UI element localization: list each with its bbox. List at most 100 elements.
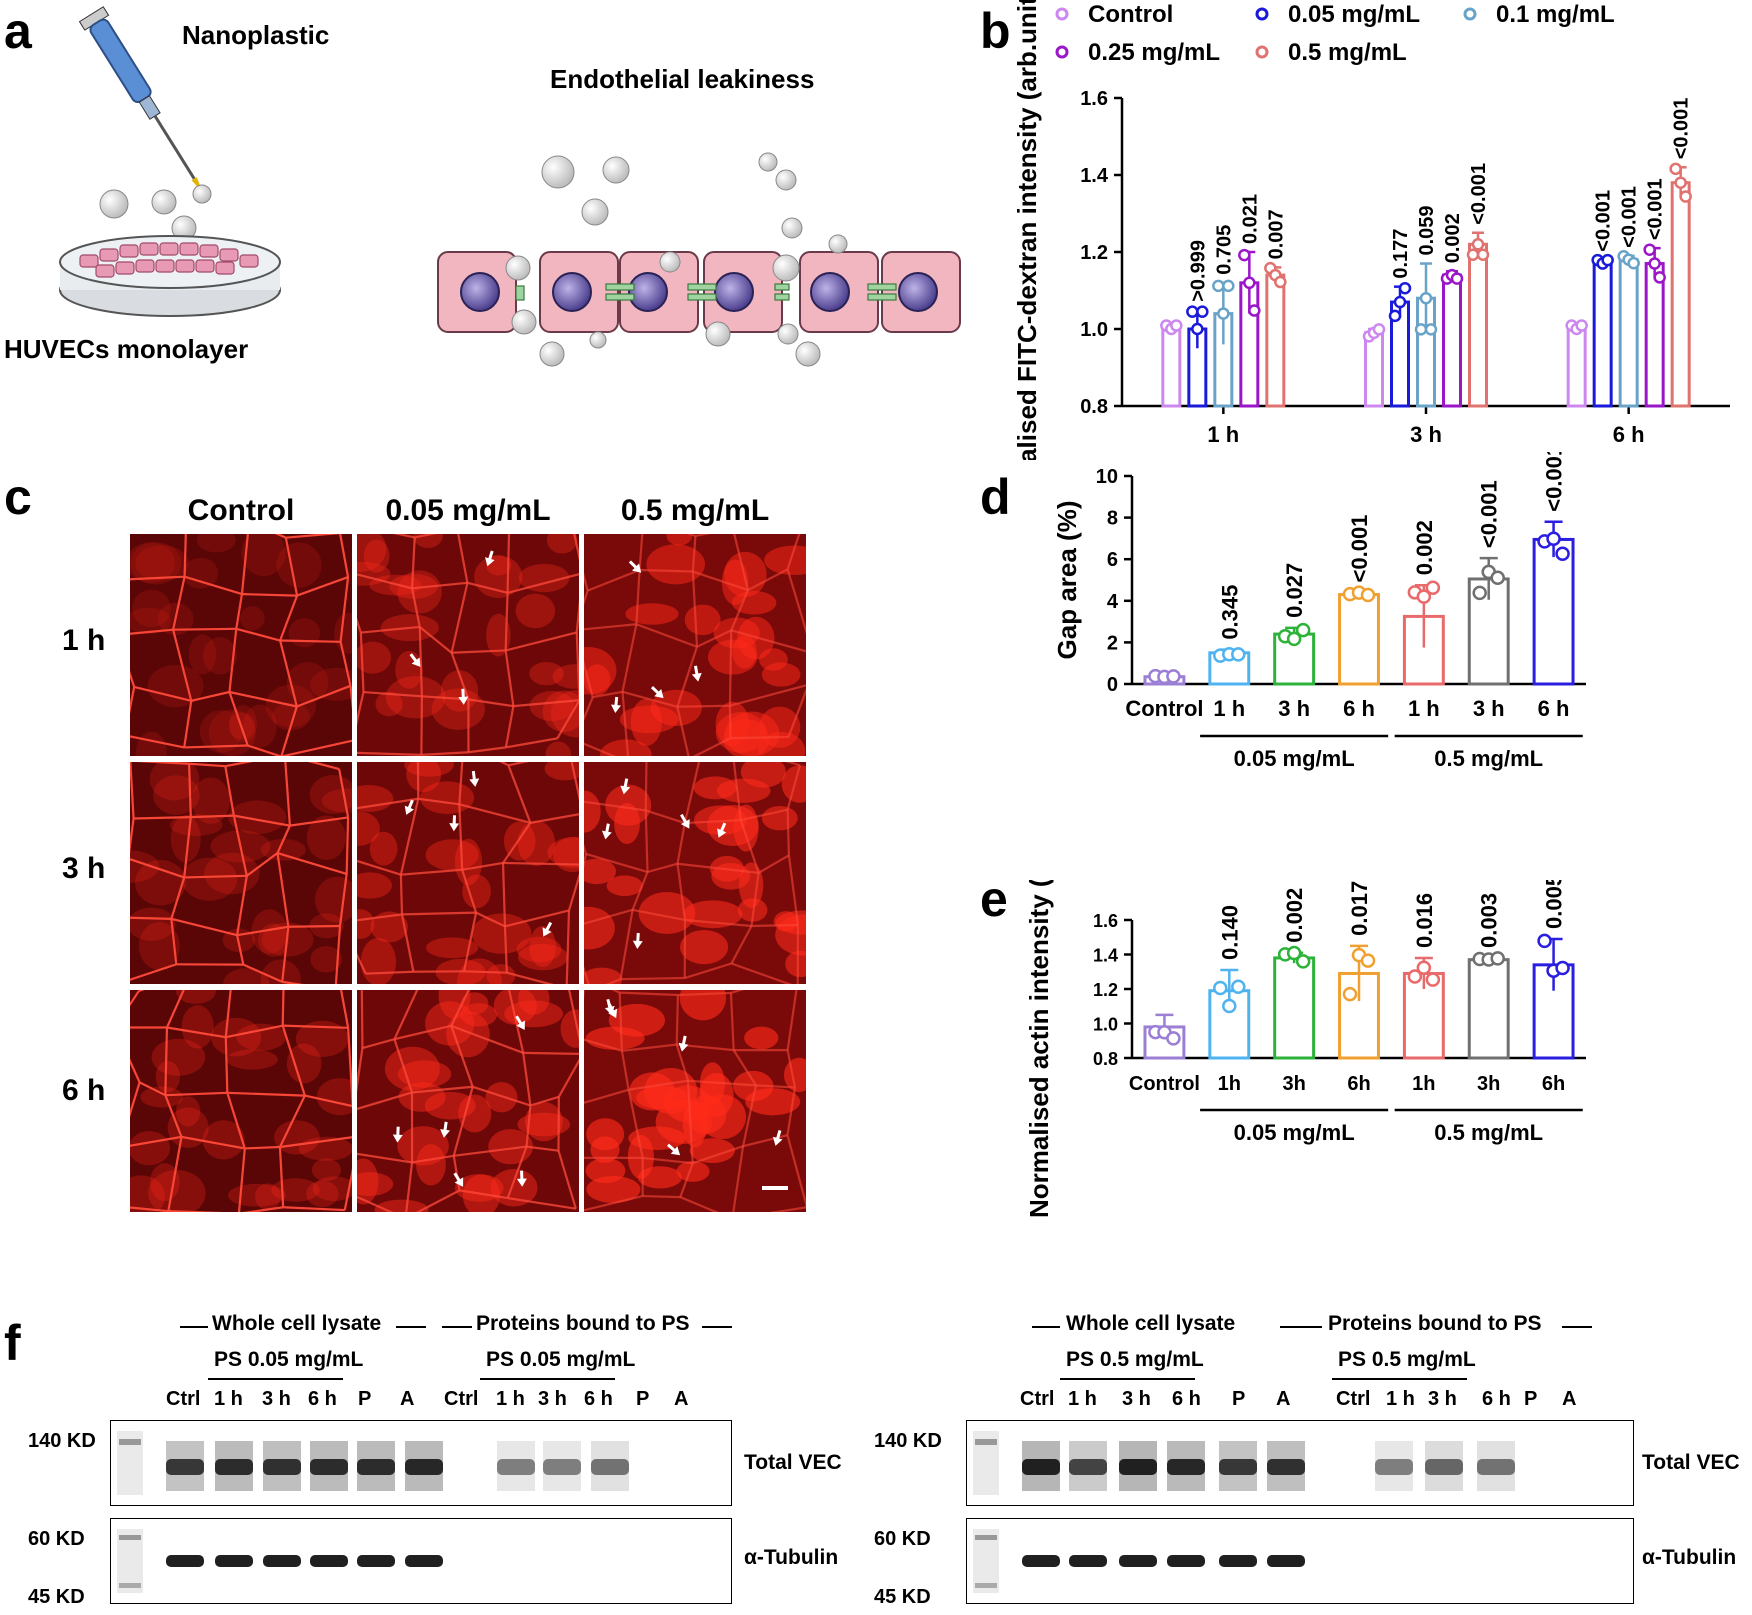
legend-entry: 0.5 mg/mL <box>1288 39 1407 66</box>
leaking-nanoparticles <box>505 152 848 367</box>
ladder-band <box>975 1583 997 1588</box>
panel-label-d: d <box>980 469 1011 525</box>
bound-proteins-label: Proteins bound to PS <box>476 1312 690 1335</box>
arrow-icon <box>485 550 495 567</box>
arrow-head <box>516 1178 527 1187</box>
x-tick-label: 3 h <box>1410 422 1442 447</box>
arrow-icon <box>678 1035 689 1052</box>
arrow-icon <box>601 823 612 840</box>
marker-140: 140 KD <box>28 1430 96 1452</box>
band <box>405 1459 443 1475</box>
lane-label: 3 h <box>538 1388 567 1410</box>
arrow-icon <box>680 813 690 829</box>
pipette-dish-illustration <box>59 6 281 317</box>
micrograph-r0-c0 <box>130 534 352 756</box>
arrow-icon <box>717 822 727 838</box>
micrograph-r2-c1 <box>357 990 579 1212</box>
marker-140: 140 KD <box>874 1430 942 1452</box>
band <box>1022 1555 1060 1567</box>
ladder-band <box>119 1439 141 1445</box>
bar <box>1618 258 1639 408</box>
x-tick-label: 6 h <box>1538 696 1570 721</box>
bar <box>1364 331 1384 408</box>
panel-label-b: b <box>980 3 1011 59</box>
p-value-label: 0.005 <box>1542 880 1567 929</box>
micro-col-0: Control <box>187 494 295 527</box>
bar <box>1644 262 1665 408</box>
p-value-label: 0.016 <box>1412 893 1437 948</box>
arrow-head <box>449 823 460 832</box>
ladder-band <box>975 1439 997 1445</box>
data-point <box>1416 589 1432 604</box>
x-tick-label: 1 h <box>1408 696 1440 721</box>
band <box>1267 1555 1305 1567</box>
arrow-head <box>680 819 690 829</box>
bar <box>1338 593 1380 686</box>
nanoplastic-particles <box>99 184 212 241</box>
legend-marker <box>1055 7 1069 21</box>
y-tick-label: 0.8 <box>1080 396 1108 418</box>
row-label-vec: Total VEC <box>744 1451 842 1474</box>
arrow-icon <box>404 799 414 815</box>
data-point <box>1425 580 1441 596</box>
band <box>591 1459 629 1475</box>
p-value-label: 0.002 <box>1282 888 1307 943</box>
p-value-label: 0.345 <box>1217 585 1242 640</box>
ladder-band <box>119 1535 141 1540</box>
lane-label: Ctrl <box>166 1388 201 1410</box>
marker-45: 45 KD <box>874 1586 931 1608</box>
p-value-label: >0.999 <box>1187 240 1209 302</box>
arrow-icon <box>409 653 421 667</box>
band <box>1219 1459 1257 1475</box>
band <box>1477 1459 1515 1475</box>
group-label: 0.5 mg/mL <box>1434 1120 1543 1145</box>
header-rule <box>1292 1326 1322 1328</box>
lane-label: 3 h <box>1122 1388 1151 1410</box>
p-value-label: <0.001 <box>1593 190 1615 252</box>
marker-45: 45 KD <box>28 1586 85 1608</box>
ladder-band <box>119 1583 141 1588</box>
bar <box>1566 327 1587 408</box>
y-tick-label: 4 <box>1107 591 1119 613</box>
x-tick-label: 6h <box>1347 1073 1370 1095</box>
arrow-head <box>678 1042 689 1052</box>
y-tick-label: 1.6 <box>1080 88 1108 110</box>
legend-entry: Control <box>1088 1 1173 28</box>
y-axis-label: Normalised FITC-dextran intensity (arb.u… <box>1012 0 1042 460</box>
y-axis-label: Normalised actin intensity (arb.units) <box>1024 880 1054 1218</box>
data-point <box>1419 291 1433 305</box>
legend-entry: 0.25 mg/mL <box>1088 39 1220 66</box>
y-tick-label: 2 <box>1107 632 1118 654</box>
data-point <box>1286 945 1302 961</box>
data-point <box>1601 253 1614 267</box>
micrograph-r2-c0 <box>130 990 352 1212</box>
group-label: 0.05 mg/mL <box>1234 746 1355 771</box>
band <box>1069 1459 1107 1475</box>
band <box>497 1459 535 1475</box>
chart-fitc-dextran: Control 0.05 mg/mL 0.1 mg/mL 0.25 mg/mL 0.5 … <box>1012 0 1730 460</box>
data-point <box>1424 323 1438 336</box>
arrow-icon <box>440 1121 451 1138</box>
arrow-icon <box>469 770 480 787</box>
data-point <box>1627 256 1640 270</box>
header-rule <box>1032 1326 1060 1328</box>
p-value-label: 0.021 <box>1239 194 1261 244</box>
data-point <box>1575 319 1588 332</box>
lane-label: 3 h <box>262 1388 291 1410</box>
arrow-head <box>620 785 631 795</box>
y-tick-label: 8 <box>1107 508 1118 530</box>
lane-label: P <box>1232 1388 1246 1410</box>
data-point <box>1388 309 1402 323</box>
lane-label: A <box>1276 1388 1291 1410</box>
dose-label: PS 0.5 mg/mL <box>1338 1348 1476 1371</box>
header-rule <box>1562 1326 1592 1328</box>
dose-label: PS 0.05 mg/mL <box>214 1348 364 1371</box>
lane-label: 1 h <box>496 1388 525 1410</box>
arrow-head <box>516 1020 525 1030</box>
band <box>166 1459 204 1475</box>
arrow-head <box>404 805 414 815</box>
data-point <box>1472 585 1487 601</box>
data-point <box>1471 238 1485 251</box>
blot-tubulin <box>110 1518 732 1604</box>
x-tick-label: 1 h <box>1207 422 1239 447</box>
